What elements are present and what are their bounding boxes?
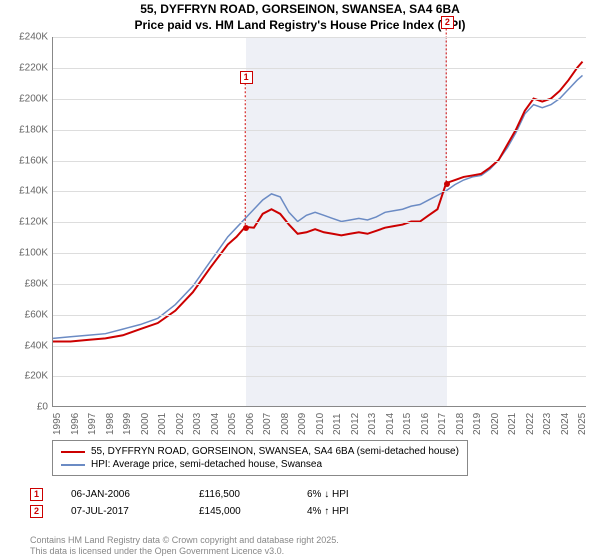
x-tick-label: 2016: [420, 413, 431, 435]
x-tick-label: 1996: [70, 413, 81, 435]
x-tick-label: 1999: [122, 413, 133, 435]
x-tick-label: 2005: [227, 413, 238, 435]
chart-area: £0 £20K £40K £60K £80K £100K £120K £140K £160K £1…: [10, 37, 590, 429]
y-tick-label: £200K: [19, 93, 48, 104]
series-price_paid: [53, 62, 583, 342]
gridline: [53, 315, 586, 316]
gridline: [53, 161, 586, 162]
gridline: [53, 130, 586, 131]
legend: 55, DYFFRYN ROAD, GORSEINON, SWANSEA, SA…: [52, 440, 468, 476]
legend-item: HPI: Average price, semi-detached house,…: [61, 458, 459, 471]
x-tick-label: 2006: [245, 413, 256, 435]
sales-table: 1 06-JAN-2006 £116,500 6% ↓ HPI 2 07-JUL-2017…: [30, 486, 387, 520]
gridline: [53, 99, 586, 100]
x-tick-label: 2025: [577, 413, 588, 435]
y-tick-label: £100K: [19, 248, 48, 259]
sale-dot-2: [444, 181, 450, 187]
x-tick-label: 2010: [315, 413, 326, 435]
marker-box-1: 1: [240, 71, 253, 84]
gridline: [53, 346, 586, 347]
title-area: 55, DYFFRYN ROAD, GORSEINON, SWANSEA, SA…: [0, 0, 600, 33]
y-tick-label: £220K: [19, 63, 48, 74]
x-tick-label: 2004: [210, 413, 221, 435]
y-tick-label: £0: [37, 402, 48, 413]
legend-swatch: [61, 464, 85, 466]
x-tick-label: 2018: [455, 413, 466, 435]
legend-label: HPI: Average price, semi-detached house,…: [91, 459, 322, 470]
x-tick-label: 1995: [52, 413, 63, 435]
marker-box-2: 2: [441, 16, 454, 29]
plot-area: 12: [52, 37, 586, 407]
y-tick-label: £140K: [19, 186, 48, 197]
y-tick-label: £240K: [19, 32, 48, 43]
sale-dot-1: [243, 225, 249, 231]
x-tick-label: 2019: [472, 413, 483, 435]
x-tick-label: 2017: [437, 413, 448, 435]
x-tick-label: 2000: [140, 413, 151, 435]
x-tick-label: 2001: [157, 413, 168, 435]
gridline: [53, 376, 586, 377]
legend-label: 55, DYFFRYN ROAD, GORSEINON, SWANSEA, SA…: [91, 446, 459, 457]
x-tick-label: 1997: [87, 413, 98, 435]
legend-swatch: [61, 451, 85, 453]
sale-row: 2 07-JUL-2017 £145,000 4% ↑ HPI: [30, 503, 387, 520]
title-line-1: 55, DYFFRYN ROAD, GORSEINON, SWANSEA, SA…: [0, 2, 600, 18]
x-tick-label: 2021: [507, 413, 518, 435]
y-tick-label: £120K: [19, 217, 48, 228]
sale-diff: 6% ↓ HPI: [307, 489, 387, 500]
gridline: [53, 191, 586, 192]
footer: Contains HM Land Registry data © Crown c…: [30, 535, 339, 557]
x-tick-label: 1998: [105, 413, 116, 435]
y-tick-label: £160K: [19, 155, 48, 166]
x-tick-label: 2015: [402, 413, 413, 435]
sale-date: 06-JAN-2006: [71, 489, 171, 500]
sale-marker: 1: [30, 488, 43, 501]
footer-line-2: This data is licensed under the Open Gov…: [30, 546, 339, 557]
y-tick-label: £80K: [25, 278, 48, 289]
gridline: [53, 253, 586, 254]
sale-marker: 2: [30, 505, 43, 518]
footer-line-1: Contains HM Land Registry data © Crown c…: [30, 535, 339, 546]
x-tick-label: 2011: [332, 414, 343, 436]
y-tick-label: £40K: [25, 340, 48, 351]
x-tick-label: 2024: [560, 413, 571, 435]
legend-item: 55, DYFFRYN ROAD, GORSEINON, SWANSEA, SA…: [61, 445, 459, 458]
x-tick-label: 2008: [280, 413, 291, 435]
y-tick-label: £60K: [25, 309, 48, 320]
gridline: [53, 222, 586, 223]
gridline: [53, 68, 586, 69]
x-tick-label: 2014: [385, 413, 396, 435]
series-hpi: [53, 76, 583, 339]
y-axis: £0£20K£40K£60K£80K£100K£120K£140K£160K£1…: [10, 37, 50, 407]
x-tick-label: 2022: [525, 413, 536, 435]
x-axis: 1995 1996 1997 1998 1999 2000 2001 2002 2003 2004…: [52, 407, 586, 437]
x-tick-label: 2002: [175, 413, 186, 435]
x-tick-label: 2009: [297, 413, 308, 435]
title-line-2: Price paid vs. HM Land Registry's House …: [0, 18, 600, 34]
x-tick-label: 2020: [490, 413, 501, 435]
y-tick-label: £180K: [19, 124, 48, 135]
sale-date: 07-JUL-2017: [71, 506, 171, 517]
gridline: [53, 284, 586, 285]
x-tick-label: 2023: [542, 413, 553, 435]
sale-price: £145,000: [199, 506, 279, 517]
gridline: [53, 37, 586, 38]
x-tick-label: 2007: [262, 413, 273, 435]
sale-row: 1 06-JAN-2006 £116,500 6% ↓ HPI: [30, 486, 387, 503]
x-tick-label: 2012: [350, 413, 361, 435]
x-tick-label: 2013: [367, 413, 378, 435]
x-tick-label: 2003: [192, 413, 203, 435]
chart-container: 55, DYFFRYN ROAD, GORSEINON, SWANSEA, SA…: [0, 0, 600, 560]
sale-diff: 4% ↑ HPI: [307, 506, 387, 517]
sale-price: £116,500: [199, 489, 279, 500]
y-tick-label: £20K: [25, 371, 48, 382]
